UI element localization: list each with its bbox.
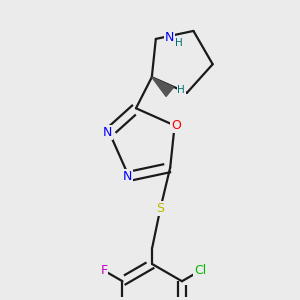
Text: N: N [122,170,132,183]
Text: H: H [175,38,183,48]
Polygon shape [152,77,173,97]
Text: N: N [103,126,112,139]
Text: O: O [171,119,181,132]
Text: Cl: Cl [194,264,206,277]
Text: H: H [177,85,185,95]
Text: N: N [165,31,174,44]
Text: F: F [100,264,108,277]
Text: S: S [156,202,164,215]
